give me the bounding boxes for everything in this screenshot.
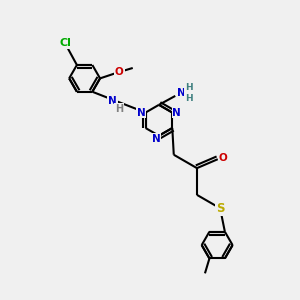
Text: Cl: Cl bbox=[59, 38, 71, 48]
Text: H: H bbox=[185, 83, 193, 92]
Text: N: N bbox=[177, 88, 186, 98]
Text: N: N bbox=[137, 108, 146, 118]
Text: H: H bbox=[185, 94, 193, 103]
Text: S: S bbox=[216, 202, 224, 215]
Text: H: H bbox=[115, 104, 123, 114]
Text: N: N bbox=[108, 96, 117, 106]
Text: N: N bbox=[152, 134, 160, 144]
Text: O: O bbox=[219, 153, 227, 163]
Text: N: N bbox=[172, 108, 181, 118]
Text: O: O bbox=[115, 67, 124, 77]
